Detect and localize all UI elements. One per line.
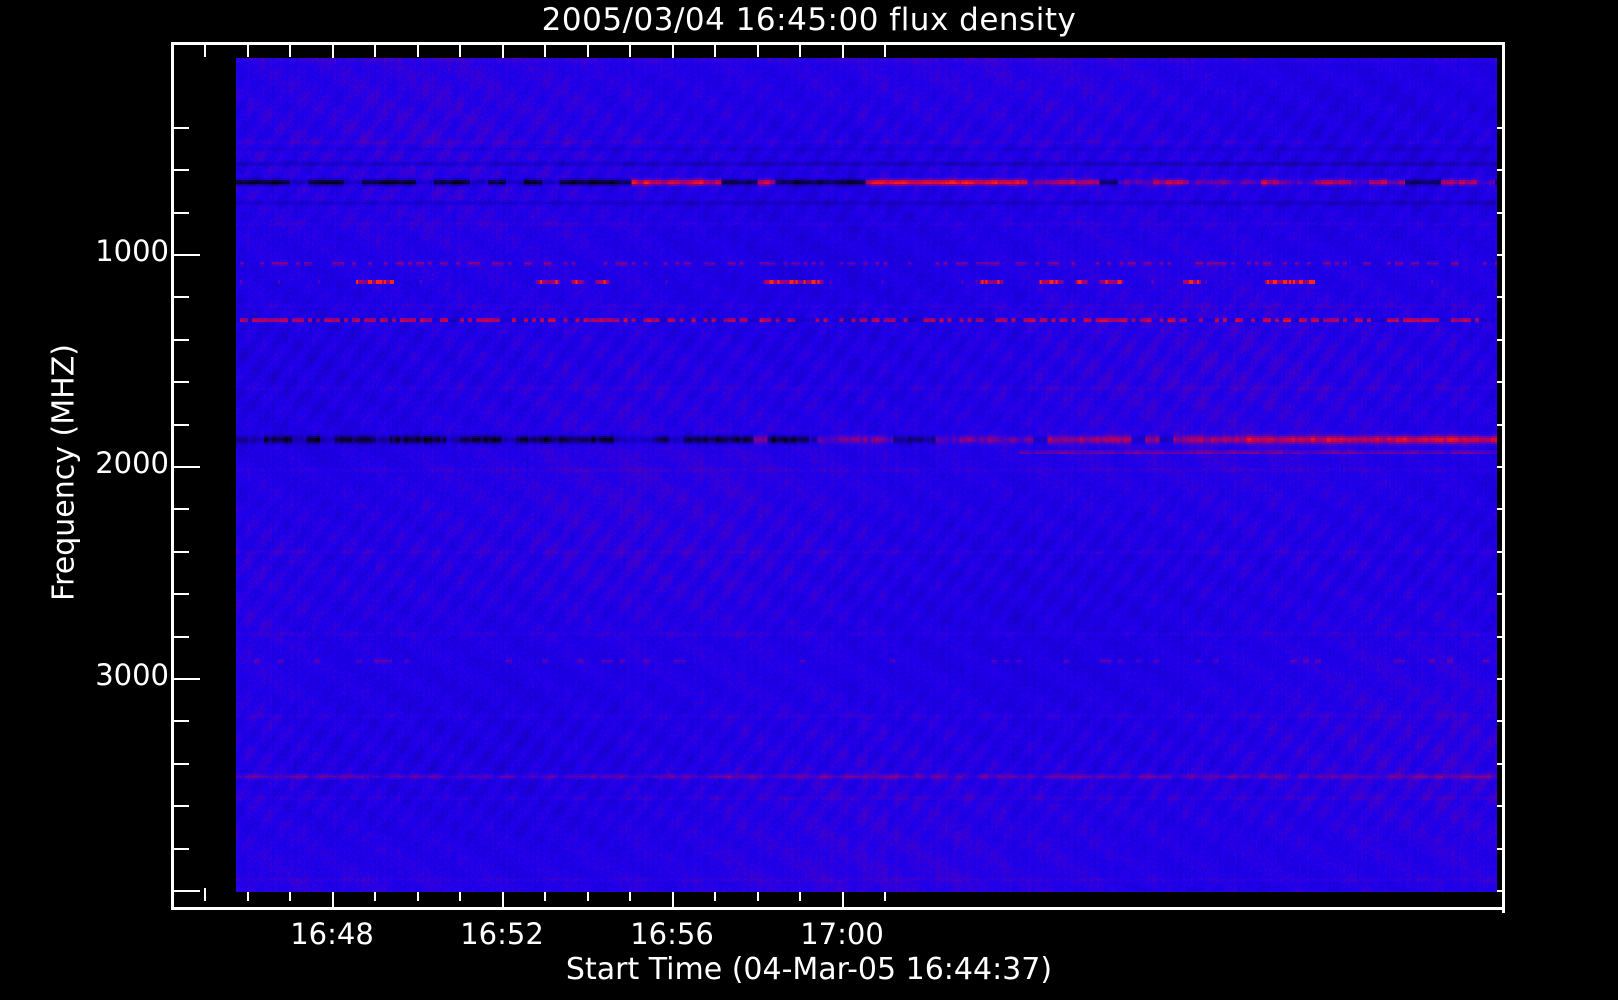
x-axis-title: Start Time (04-Mar-05 16:44:37): [565, 952, 1053, 987]
x-tick-57: [714, 888, 716, 901]
y-tick-1400: [174, 339, 189, 341]
x-tick-top-51: [459, 44, 461, 57]
y-tick-800: [174, 212, 189, 214]
x-tick-60: [842, 888, 844, 910]
y-tick-3000: [174, 678, 200, 680]
x-tick-45: [204, 888, 206, 901]
x-tick-top-50: [417, 44, 419, 57]
x-tick-47: [289, 888, 291, 901]
x-tick-top-56: [672, 44, 674, 66]
x-tick-52: [502, 888, 504, 910]
y-tick-label-2000: 2000: [95, 446, 169, 480]
x-tick-61: [884, 888, 886, 901]
y-tick-2600: [174, 593, 189, 595]
y-tick-2200: [174, 508, 189, 510]
x-tick-top-55: [629, 44, 631, 57]
y-tick-3800: [174, 848, 189, 850]
x-tick-top-46: [247, 44, 249, 57]
x-tick-top-52: [502, 44, 504, 66]
y-axis-title: Frequency (MHZ): [46, 344, 82, 601]
x-tick-top-47: [289, 44, 291, 57]
spectrogram-image: [236, 58, 1497, 892]
x-tick-top-53: [544, 44, 546, 57]
x-tick-53: [544, 888, 546, 901]
axis-frame: [171, 42, 1505, 910]
y-tick-3600: [174, 805, 189, 807]
spectrogram-canvas: [236, 58, 1497, 892]
x-tick-54: [587, 888, 589, 901]
axis-frame-right-edge: [1502, 42, 1505, 913]
y-tick-4000: [174, 890, 200, 892]
page-title: 2005/03/04 16:45:00 flux density: [541, 2, 1077, 38]
x-tick-55: [629, 888, 631, 901]
y-tick-label-3000: 3000: [95, 658, 169, 692]
x-tick-top-49: [374, 44, 376, 57]
x-tick-label-1648: 16:48: [290, 917, 374, 951]
x-tick-59: [799, 888, 801, 901]
x-tick-top-54: [587, 44, 589, 57]
x-tick-top-57: [714, 44, 716, 57]
y-tick-label-1000: 1000: [95, 234, 169, 268]
x-tick-top-61: [884, 44, 886, 57]
x-tick-top-60: [842, 44, 844, 66]
y-tick-3400: [174, 763, 189, 765]
y-tick-1600: [174, 381, 189, 383]
x-tick-50: [417, 888, 419, 901]
x-tick-top-45: [204, 44, 206, 57]
y-tick-400: [174, 127, 189, 129]
x-tick-51: [459, 888, 461, 901]
x-tick-label-1656: 16:56: [630, 917, 714, 951]
y-tick-2000: [174, 466, 200, 468]
x-tick-label-1700: 17:00: [800, 917, 884, 951]
x-tick-58: [757, 888, 759, 901]
axis-frame-top-edge: [171, 42, 1505, 45]
x-tick-56: [672, 888, 674, 910]
x-tick-46: [247, 888, 249, 901]
x-tick-top-58: [757, 44, 759, 57]
x-tick-label-1652: 16:52: [460, 917, 544, 951]
x-tick-49: [374, 888, 376, 901]
x-tick-top-59: [799, 44, 801, 57]
y-tick-3200: [174, 720, 189, 722]
y-tick-1800: [174, 424, 189, 426]
y-tick-2400: [174, 551, 189, 553]
y-tick-2800: [174, 636, 189, 638]
y-tick-1200: [174, 296, 189, 298]
x-tick-48: [332, 888, 334, 910]
y-tick-1000: [174, 254, 200, 256]
x-tick-top-48: [332, 44, 334, 66]
y-tick-600: [174, 169, 189, 171]
